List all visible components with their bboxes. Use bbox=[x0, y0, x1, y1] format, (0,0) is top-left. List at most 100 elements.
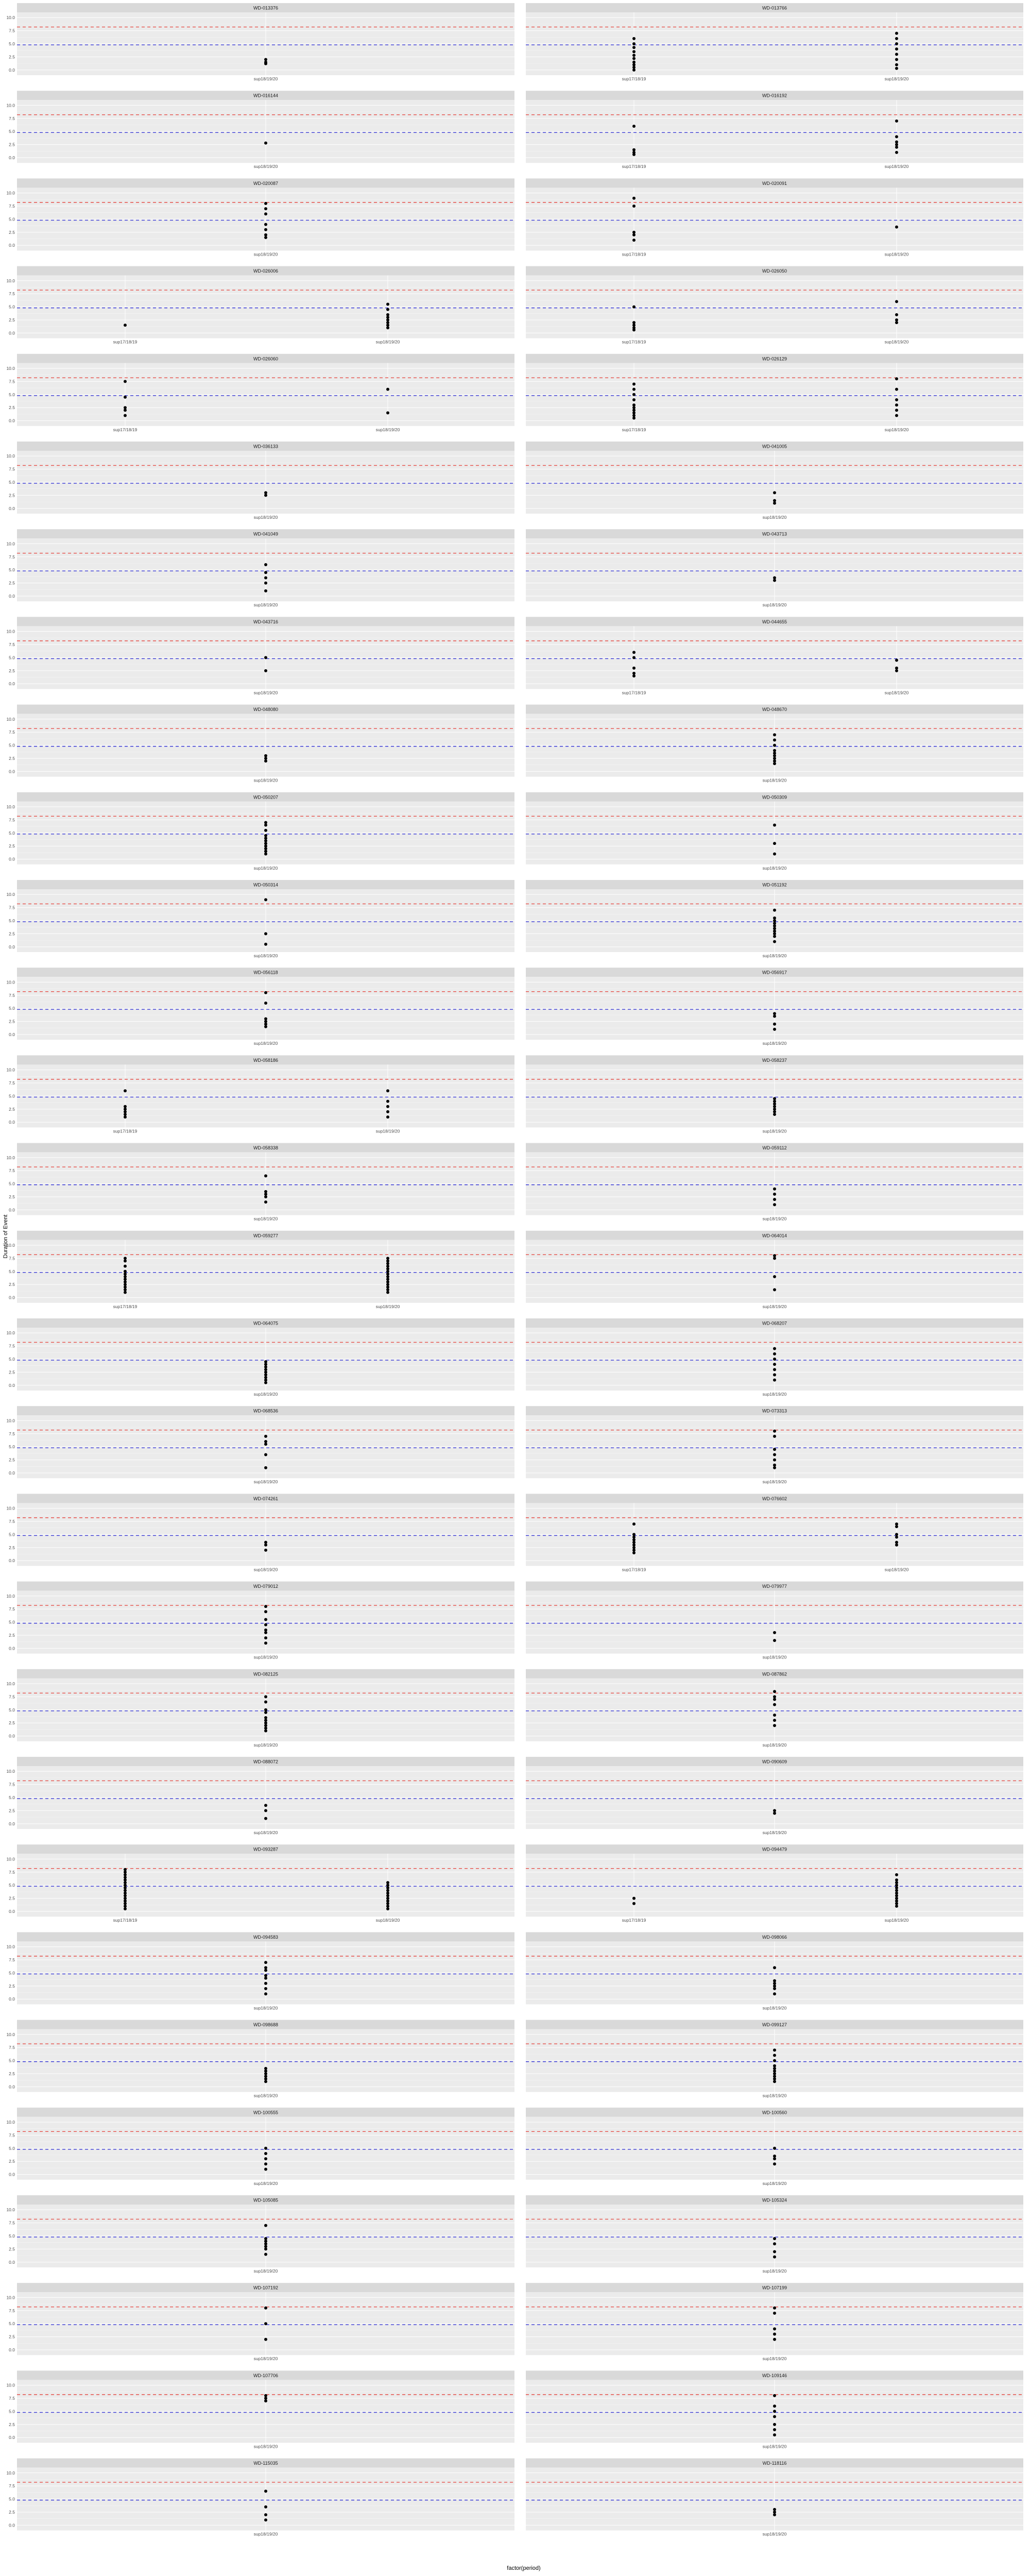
data-point bbox=[264, 669, 267, 672]
y-tick-label: 7.5 bbox=[9, 1431, 15, 1436]
y-tick-label: 0.0 bbox=[9, 944, 15, 950]
y-tick-label: 7.5 bbox=[9, 1256, 15, 1261]
y-tick-label: 2.5 bbox=[9, 2071, 15, 2076]
facet-strip bbox=[526, 3, 1023, 12]
data-point bbox=[386, 324, 389, 327]
data-point bbox=[386, 1105, 389, 1108]
x-tick-label: sup18/19/20 bbox=[254, 2532, 278, 2537]
x-tick-label: sup18/19/20 bbox=[376, 1304, 400, 1309]
facet-strip bbox=[17, 353, 514, 363]
y-tick-label: 7.5 bbox=[9, 2045, 15, 2050]
data-point bbox=[264, 1729, 267, 1733]
data-point bbox=[773, 1463, 776, 1467]
y-tick-label: 5.0 bbox=[9, 1532, 15, 1537]
data-point bbox=[264, 1174, 267, 1178]
y-tick-label: 5.0 bbox=[9, 392, 15, 397]
data-point bbox=[895, 669, 898, 672]
y-tick-label: 7.5 bbox=[9, 2221, 15, 2226]
data-point bbox=[264, 207, 267, 211]
data-point bbox=[773, 2048, 776, 2052]
data-point bbox=[124, 1891, 127, 1895]
data-point bbox=[386, 313, 389, 316]
data-point bbox=[264, 2080, 267, 2083]
y-tick-label: 7.5 bbox=[9, 1694, 15, 1699]
x-tick-label: sup18/19/20 bbox=[763, 2356, 787, 2361]
data-point bbox=[124, 1089, 127, 1093]
facet-panel: WD-041049 0.0 2.5 5.0 7.5 10.0 sup18/19/20 bbox=[6, 529, 514, 607]
data-point bbox=[124, 324, 127, 327]
facet-strip bbox=[526, 880, 1023, 889]
data-point bbox=[124, 1868, 127, 1871]
facet-strip bbox=[17, 178, 514, 188]
facet-strip-label: WD-013766 bbox=[762, 6, 787, 11]
x-tick-label: sup18/19/20 bbox=[885, 1918, 909, 1923]
facet-strip bbox=[17, 1318, 514, 1328]
facet-panel: WD-056118 0.0 2.5 5.0 7.5 10.0 sup18/19/20 bbox=[6, 968, 514, 1046]
data-point bbox=[632, 1540, 636, 1544]
data-point bbox=[773, 1097, 776, 1100]
facet-panel: WD-107199 sup18/19/20 bbox=[526, 2283, 1023, 2361]
data-point bbox=[264, 58, 267, 61]
data-point bbox=[386, 387, 389, 391]
y-tick-label: 7.5 bbox=[9, 1519, 15, 1524]
facet-strip-label: WD-105324 bbox=[762, 2198, 787, 2203]
data-point bbox=[895, 1522, 898, 1526]
facet-panel: WD-079012 0.0 2.5 5.0 7.5 10.0 sup18/19/20 bbox=[6, 1581, 514, 1660]
data-point bbox=[264, 1360, 267, 1364]
y-tick-label: 10.0 bbox=[6, 2207, 15, 2212]
data-point bbox=[124, 1881, 127, 1885]
facet-panel: WD-064075 0.0 2.5 5.0 7.5 10.0 sup18/19/20 bbox=[6, 1318, 514, 1397]
data-point bbox=[773, 1099, 776, 1103]
data-point bbox=[632, 1548, 636, 1552]
data-point bbox=[386, 1280, 389, 1284]
y-tick-label: 0.0 bbox=[9, 243, 15, 248]
y-tick-label: 0.0 bbox=[9, 594, 15, 599]
data-point bbox=[773, 1363, 776, 1366]
data-point bbox=[386, 1881, 389, 1885]
y-tick-label: 2.5 bbox=[9, 1458, 15, 1463]
facet-panel: WD-059112 sup18/19/20 bbox=[526, 1143, 1023, 1222]
data-point bbox=[773, 2428, 776, 2431]
data-point bbox=[773, 922, 776, 925]
data-point bbox=[264, 823, 267, 827]
data-point bbox=[773, 2311, 776, 2315]
facet-panel: WD-026129 sup17/18/19 sup18/19/20 bbox=[526, 353, 1023, 432]
data-point bbox=[773, 1378, 776, 1382]
data-point bbox=[632, 1535, 636, 1539]
facet-strip bbox=[526, 2020, 1023, 2029]
x-tick-label: sup18/19/20 bbox=[763, 2005, 787, 2010]
y-tick-label: 5.0 bbox=[9, 304, 15, 310]
data-point bbox=[895, 1873, 898, 1876]
data-point bbox=[386, 1896, 389, 1900]
y-tick-label: 2.5 bbox=[9, 1545, 15, 1550]
y-tick-label: 0.0 bbox=[9, 681, 15, 686]
data-point bbox=[773, 2157, 776, 2161]
data-point bbox=[386, 1283, 389, 1286]
y-tick-label: 7.5 bbox=[9, 1606, 15, 1612]
y-tick-label: 0.0 bbox=[9, 1646, 15, 1651]
facet-strip-label: WD-020091 bbox=[762, 181, 787, 186]
data-point bbox=[264, 1804, 267, 1807]
data-point bbox=[773, 1698, 776, 1701]
facet-strip-label: WD-098066 bbox=[762, 1935, 787, 1940]
data-point bbox=[386, 1886, 389, 1890]
data-point bbox=[264, 581, 267, 585]
facet-strip bbox=[17, 1494, 514, 1503]
data-point bbox=[895, 1886, 898, 1890]
data-point bbox=[773, 842, 776, 845]
facet-panel: WD-090609 sup18/19/20 bbox=[526, 1757, 1023, 1835]
data-point bbox=[632, 1522, 636, 1526]
facet-strip-label: WD-074261 bbox=[253, 1496, 278, 1501]
data-point bbox=[386, 321, 389, 325]
y-tick-label: 5.0 bbox=[9, 831, 15, 836]
data-point bbox=[264, 1623, 267, 1626]
facet-panel: WD-044655 sup17/18/19 sup18/19/20 bbox=[526, 617, 1023, 695]
facet-strip-label: WD-043716 bbox=[253, 619, 278, 624]
y-tick-label: 10.0 bbox=[6, 1769, 15, 1774]
facet-strip-label: WD-088072 bbox=[253, 1759, 278, 1765]
facet-panel: WD-068207 sup18/19/20 bbox=[526, 1318, 1023, 1397]
data-point bbox=[124, 1115, 127, 1119]
y-tick-label: 10.0 bbox=[6, 541, 15, 546]
facet-strip-label: WD-059277 bbox=[253, 1233, 278, 1238]
y-tick-label: 0.0 bbox=[9, 1909, 15, 1914]
